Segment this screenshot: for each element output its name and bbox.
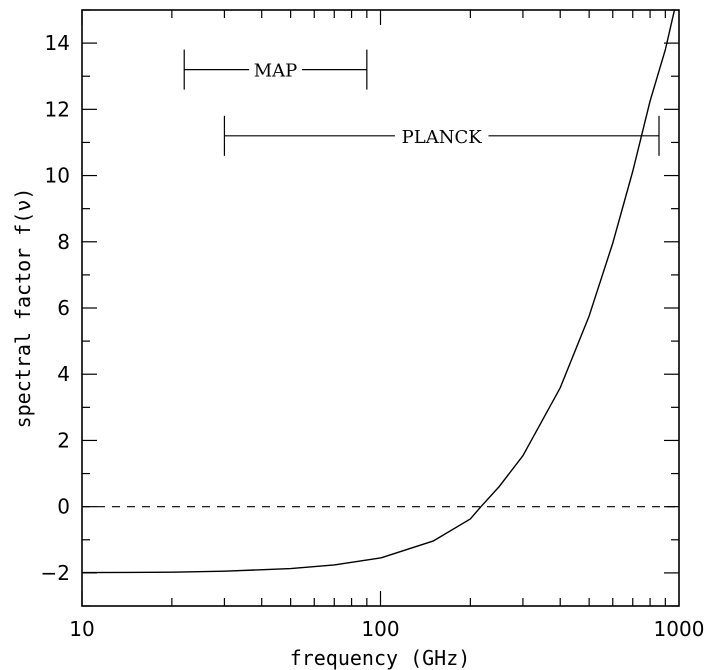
y-tick-label: 4 <box>57 362 70 386</box>
y-tick-label: 14 <box>45 31 70 55</box>
x-tick-label: 100 <box>361 617 399 641</box>
data-series <box>82 10 676 574</box>
y-tick-label: 2 <box>57 428 70 452</box>
y-tick-label: 6 <box>57 296 70 320</box>
range-planck: PLANCK <box>223 115 660 156</box>
range-label: PLANCK <box>402 127 483 148</box>
y-tick-label: 12 <box>45 97 70 121</box>
frequency-ranges: MAP PLANCK <box>183 49 660 156</box>
range-label: MAP <box>254 61 298 82</box>
x-axis-label: frequency (GHz) <box>290 646 471 670</box>
y-tick-label: 10 <box>45 164 70 188</box>
y-tick-label: 0 <box>57 495 70 519</box>
y-tick-label: 8 <box>57 230 70 254</box>
y-tick-label: −2 <box>41 561 70 585</box>
y-axis-label: spectral factor f(ν) <box>11 188 35 429</box>
plot-frame <box>81 9 680 607</box>
range-map: MAP <box>183 49 368 90</box>
series-line <box>82 10 676 574</box>
x-tick-label: 1000 <box>654 617 705 641</box>
tick-marks <box>81 9 679 607</box>
x-tick-label: 10 <box>69 617 94 641</box>
tick-labels: −2 0 2 4 6 8 10 12 14 10 100 1000 <box>41 31 705 641</box>
